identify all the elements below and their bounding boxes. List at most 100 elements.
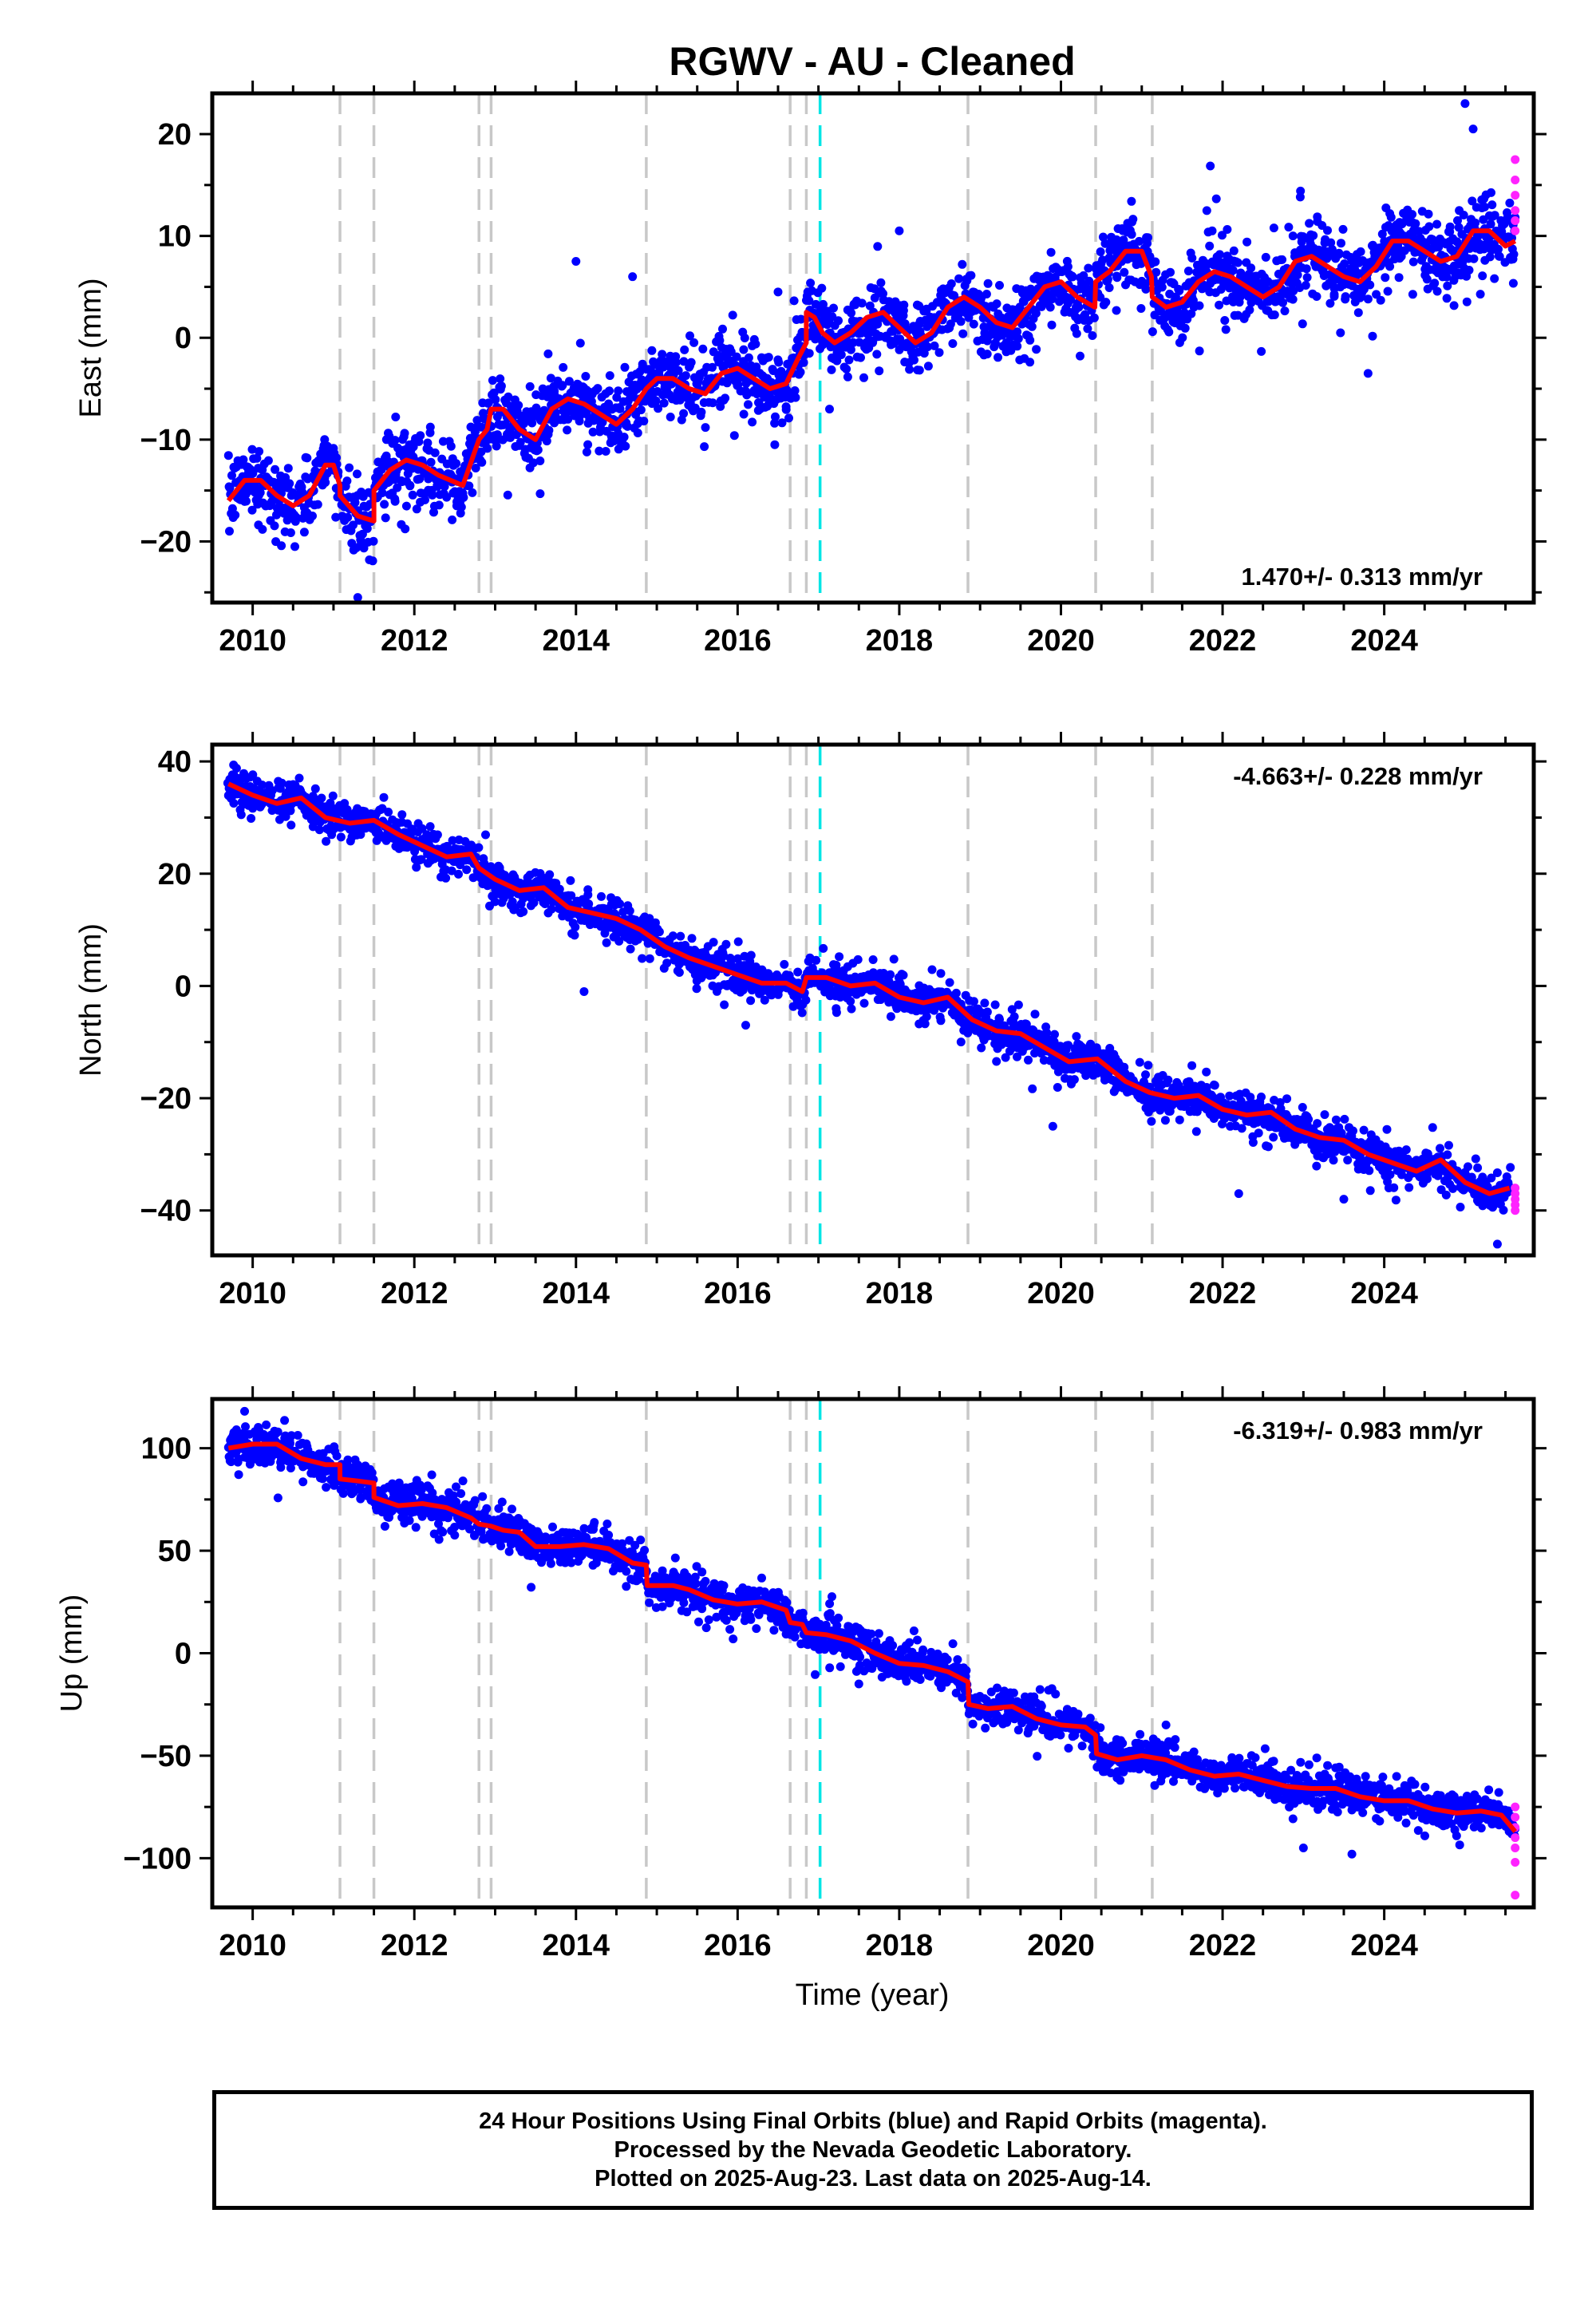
data-point (936, 969, 946, 978)
data-point (872, 350, 882, 359)
data-point (1282, 1094, 1292, 1104)
data-point (1464, 266, 1474, 275)
data-point (579, 986, 589, 996)
data-point (721, 393, 730, 403)
data-point (1225, 1091, 1235, 1101)
data-point (1293, 271, 1302, 279)
data-point (496, 381, 506, 391)
data-point (930, 341, 939, 350)
data-point (533, 445, 543, 455)
data-point (746, 996, 756, 1006)
data-point (582, 447, 591, 456)
plot-area (223, 93, 1520, 603)
data-point (1278, 298, 1287, 307)
data-point (1376, 295, 1385, 305)
data-point (708, 362, 717, 372)
data-point (1181, 1085, 1191, 1094)
data-point (1163, 1075, 1173, 1085)
x-axis-label: Time (year) (796, 1978, 950, 2012)
time-series-figure: RGWV - AU - Cleaned Time (year) 2010 2012… (55, 39, 1547, 2012)
data-point (1257, 1093, 1266, 1101)
data-point (1414, 227, 1424, 236)
data-point (571, 923, 580, 932)
data-point (438, 437, 448, 446)
data-point (417, 855, 426, 864)
data-point (774, 358, 784, 367)
data-point (789, 296, 799, 306)
data-point (317, 793, 326, 803)
data-point (1205, 241, 1215, 251)
data-point (771, 412, 780, 421)
data-point (804, 349, 814, 358)
data-point (1473, 1163, 1483, 1172)
data-point (448, 515, 457, 524)
data-point (638, 954, 647, 963)
data-point (1112, 306, 1121, 315)
data-point (1046, 247, 1056, 257)
data-point (709, 938, 718, 947)
data-point (428, 490, 437, 500)
data-point (563, 425, 572, 435)
data-point (680, 345, 689, 354)
data-point (1127, 196, 1136, 206)
data-point (564, 377, 574, 386)
data-point (1436, 1144, 1444, 1153)
data-point (729, 431, 739, 441)
data-point (1428, 1123, 1437, 1132)
data-point (1280, 306, 1290, 316)
data-point (1284, 223, 1294, 232)
data-point (490, 897, 500, 907)
data-point (770, 418, 780, 428)
data-point (331, 512, 341, 522)
data-point (1343, 1156, 1353, 1165)
data-point (842, 364, 851, 373)
data-point (857, 298, 867, 308)
data-point (741, 1021, 750, 1030)
data-point (1215, 250, 1224, 259)
data-point (721, 939, 731, 949)
data-point (1340, 259, 1349, 268)
data-point (689, 338, 699, 347)
data-point (639, 417, 649, 426)
data-point (400, 429, 409, 438)
data-point (547, 904, 556, 914)
data-point (770, 440, 780, 449)
data-point (1329, 290, 1339, 299)
data-point (760, 995, 769, 1005)
data-point (739, 345, 749, 354)
data-point (380, 500, 389, 509)
data-point (1331, 1115, 1341, 1124)
data-point (625, 906, 634, 915)
data-point (1485, 252, 1495, 262)
data-point (1254, 1128, 1263, 1138)
data-point (320, 435, 330, 445)
data-point (540, 899, 550, 908)
data-point (719, 951, 729, 961)
data-point (1495, 251, 1504, 261)
data-point (1365, 280, 1375, 290)
data-point (342, 476, 352, 486)
panel-frame (210, 91, 1536, 605)
data-point (559, 362, 568, 372)
data-point (618, 907, 628, 917)
data-point (1469, 254, 1479, 263)
data-point (958, 329, 968, 338)
data-point (969, 997, 978, 1006)
data-point (242, 496, 251, 506)
data-point (739, 409, 749, 419)
data-point (982, 1007, 992, 1017)
data-point (258, 524, 267, 534)
data-point (1381, 273, 1390, 283)
data-point (474, 843, 484, 852)
data-point (819, 299, 828, 309)
data-point (1233, 258, 1242, 267)
data-point (527, 418, 537, 428)
data-point (1009, 1012, 1019, 1022)
data-point (1365, 1166, 1374, 1176)
y-tick-label: −20 (140, 525, 192, 559)
data-point (1180, 323, 1190, 333)
data-point (1141, 1070, 1150, 1080)
data-point (468, 488, 477, 497)
data-point (1188, 295, 1198, 305)
data-point (401, 524, 410, 534)
